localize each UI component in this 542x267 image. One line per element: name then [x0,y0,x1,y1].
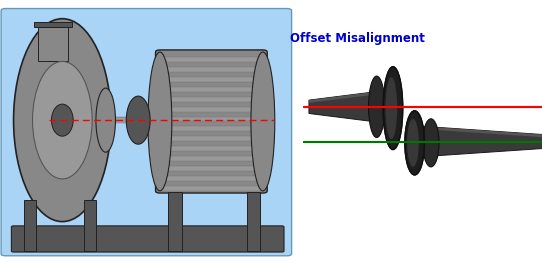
Text: Offset Misalignment: Offset Misalignment [290,32,425,45]
Ellipse shape [126,96,150,144]
FancyBboxPatch shape [1,9,292,256]
Ellipse shape [369,76,385,138]
Ellipse shape [148,52,172,191]
Bar [161,77,262,82]
Ellipse shape [251,52,275,191]
Ellipse shape [385,77,397,139]
Ellipse shape [96,88,115,152]
Bar [161,136,262,141]
Bar [161,146,262,151]
Polygon shape [412,126,542,138]
Ellipse shape [405,111,424,175]
Bar [161,156,262,161]
Polygon shape [309,91,382,103]
Ellipse shape [383,67,403,150]
Ellipse shape [33,61,92,179]
Polygon shape [412,126,542,158]
FancyBboxPatch shape [156,50,267,193]
FancyBboxPatch shape [168,192,182,251]
FancyBboxPatch shape [247,192,260,251]
Ellipse shape [14,19,111,222]
Bar [161,127,262,131]
Bar [161,97,262,102]
Bar [161,107,262,112]
Bar [161,57,262,62]
Ellipse shape [51,104,73,136]
Bar [161,176,262,181]
Bar [161,87,262,92]
Bar [161,67,262,72]
FancyBboxPatch shape [24,200,36,251]
Bar [161,186,262,191]
Ellipse shape [423,119,439,167]
FancyBboxPatch shape [34,22,72,27]
FancyBboxPatch shape [11,226,284,252]
Polygon shape [309,91,382,123]
FancyBboxPatch shape [84,200,96,251]
Ellipse shape [407,119,419,167]
Bar [161,116,262,121]
Bar [38,27,68,61]
Bar [161,166,262,171]
